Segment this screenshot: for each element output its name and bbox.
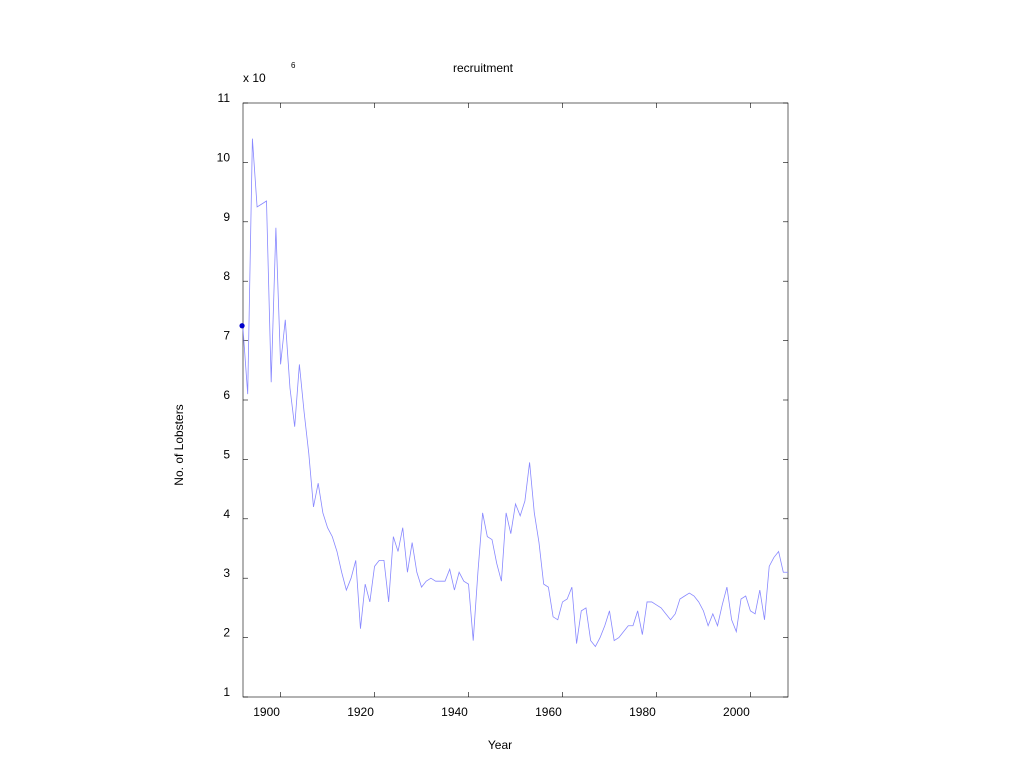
y-tick-label: 11	[218, 91, 231, 105]
plot-frame	[242, 102, 789, 698]
y-tick-label: 2	[223, 626, 230, 640]
y-multiplier-base: x 10	[243, 71, 266, 85]
x-tick-label: 1960	[535, 705, 562, 719]
y-tick-label: 5	[223, 447, 230, 461]
series-line	[242, 138, 788, 648]
y-multiplier-exponent: 6	[291, 61, 296, 70]
y-tick-label: 9	[223, 210, 230, 224]
x-tick-label: 1920	[347, 705, 374, 719]
y-tick-label: 3	[223, 566, 230, 580]
y-tick-label: 4	[223, 507, 230, 521]
x-tick-label: 1900	[253, 705, 280, 719]
x-tick-label: 2000	[723, 705, 750, 719]
y-tick-label: 7	[223, 329, 230, 343]
y-axis-title: No. of Lobsters	[172, 404, 186, 485]
y-tick-label: 6	[223, 388, 230, 402]
x-tick-label: 1940	[441, 705, 468, 719]
x-axis-ticks: 1900 1920 1940 1960 1980 2000	[253, 103, 751, 719]
series-marker	[239, 323, 245, 329]
y-tick-label: 8	[223, 269, 230, 283]
y-tick-label: 10	[217, 150, 231, 164]
chart-title: recruitment	[453, 61, 514, 75]
y-axis-ticks: 1 2 3 4 5 6 7 8 9 10 11	[217, 91, 788, 699]
x-tick-label: 1980	[629, 705, 656, 719]
x-axis-title: Year	[488, 738, 512, 752]
y-tick-label: 1	[223, 685, 230, 699]
